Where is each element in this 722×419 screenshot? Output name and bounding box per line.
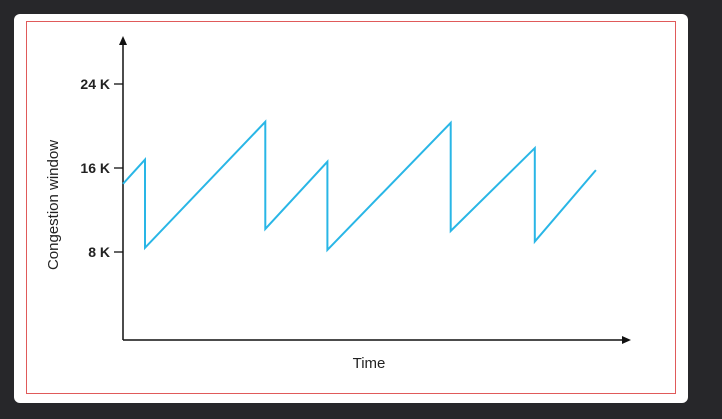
- y-tick-label: 8 K: [88, 244, 110, 260]
- y-axis-title: Congestion window: [45, 140, 62, 270]
- y-axis-arrow: [119, 36, 127, 45]
- x-axis-title: Time: [353, 355, 386, 372]
- y-tick-label: 24 K: [80, 76, 110, 92]
- x-axis-arrow: [622, 336, 631, 344]
- series-group: [122, 119, 597, 253]
- y-tick-label: 16 K: [80, 160, 110, 176]
- congestion-window-line: [122, 119, 597, 253]
- chart-frame: [26, 21, 676, 394]
- chart-panel: [14, 14, 688, 403]
- y-ticks: 8 K 16 K 24 K: [80, 76, 123, 260]
